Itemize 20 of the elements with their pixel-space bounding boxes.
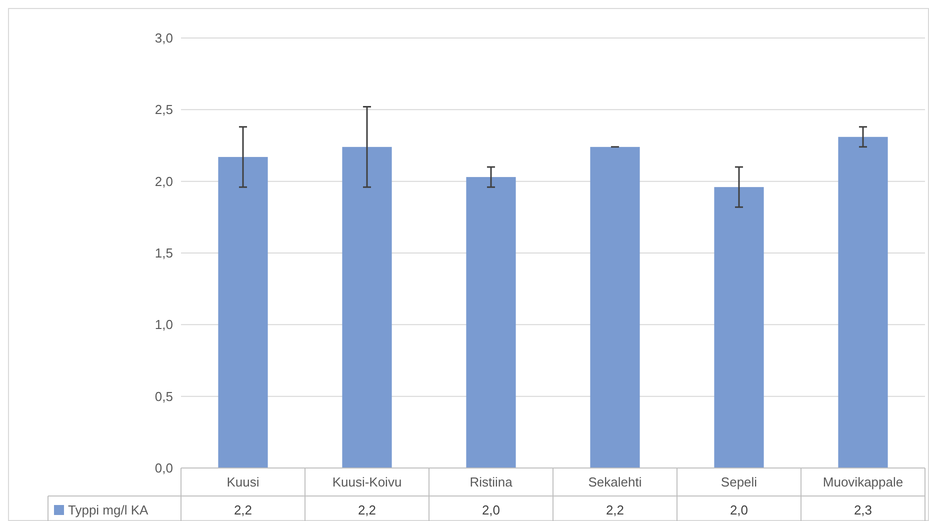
legend-label: Typpi mg/l KA <box>68 502 149 518</box>
x-tick-label: Sepeli <box>720 474 758 490</box>
y-tick-label: 1,5 <box>154 246 173 261</box>
x-tick-label: Sekalehti <box>588 474 642 490</box>
data-label: 2,0 <box>482 502 500 518</box>
x-tick-label: Kuusi <box>226 474 260 490</box>
x-tick-label: Kuusi-Koivu <box>332 474 402 490</box>
y-tick-label: 0,0 <box>154 460 173 476</box>
y-tick-label: 2,0 <box>154 174 173 189</box>
y-tick-label: 1,0 <box>154 317 173 332</box>
x-tick-label: Ristiina <box>470 474 514 490</box>
data-label: 2,0 <box>730 502 748 518</box>
data-label: 2,2 <box>606 502 624 518</box>
data-label: 2,2 <box>234 502 252 518</box>
y-tick-label: 0,5 <box>154 388 173 404</box>
data-label: 2,3 <box>854 502 872 518</box>
y-tick-label: 2,5 <box>154 102 173 118</box>
y-tick-label: 3,0 <box>154 30 173 46</box>
data-label: 2,2 <box>358 502 376 518</box>
x-tick-label: Muovikappale <box>822 474 904 490</box>
